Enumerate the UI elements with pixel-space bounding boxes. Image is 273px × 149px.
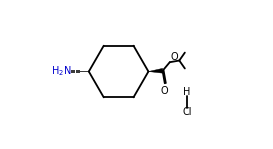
Text: H: H	[183, 87, 191, 97]
Text: H$_2$N: H$_2$N	[51, 65, 72, 78]
Text: O: O	[161, 86, 169, 96]
Text: Cl: Cl	[182, 107, 192, 117]
Text: O: O	[170, 52, 178, 62]
Polygon shape	[149, 68, 163, 73]
